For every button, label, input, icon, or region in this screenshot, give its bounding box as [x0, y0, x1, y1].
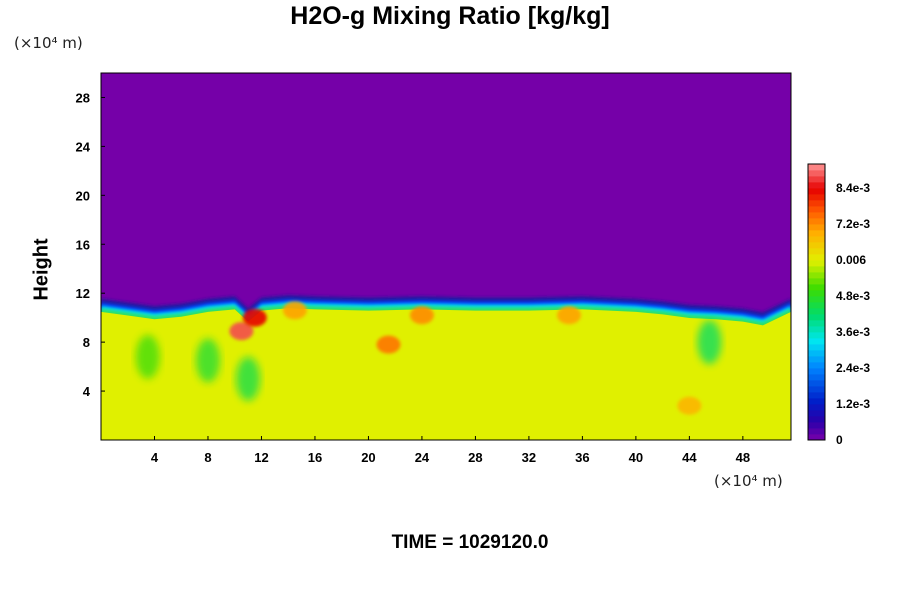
x-axis: 4 8 12 16 20 24 28 32 36 40 44 48: [151, 436, 750, 465]
colorbar-swatch: [808, 302, 825, 309]
colorbar-swatch: [808, 404, 825, 411]
colorbar-swatch: [808, 248, 825, 255]
x-tick-label: 32: [522, 450, 536, 465]
plot-area: [100, 72, 792, 441]
colorbar-tick-label: 2.4e-3: [836, 361, 870, 375]
colorbar-swatch: [808, 296, 825, 303]
colorbar-swatch: [808, 416, 825, 423]
y-tick-label: 4: [83, 384, 91, 399]
y-axis: 4 8 12 16 20 24 28: [76, 90, 105, 399]
colorbar-swatch: [808, 338, 825, 345]
colorbar-swatch: [808, 212, 825, 219]
moist-patch: [376, 335, 401, 354]
time-label: TIME = 1029120.0: [391, 532, 549, 553]
colorbar-swatch: [808, 434, 825, 441]
dry-patch: [195, 338, 220, 383]
colorbar-swatch: [808, 422, 825, 429]
colorbar-swatch: [808, 254, 825, 261]
colorbar-swatch: [808, 428, 825, 435]
colorbar-swatch: [808, 356, 825, 363]
y-tick-label: 24: [76, 139, 91, 154]
colorbar-swatch: [808, 176, 825, 183]
colorbar-swatch: [808, 314, 825, 321]
colorbar-frame: [807, 163, 826, 441]
colorbar-tick-label: 0: [836, 433, 843, 447]
colorbar-swatch: [808, 188, 825, 195]
x-tick-label: 48: [736, 450, 750, 465]
moist-patch: [409, 306, 434, 325]
colorbar-swatch: [808, 194, 825, 201]
dry-patch: [236, 356, 261, 401]
colorbar: 0 1.2e-3 2.4e-3 3.6e-3 4.8e-3 0.006 7.2e-3 8.4e…: [807, 163, 870, 447]
colorbar-swatch: [808, 230, 825, 237]
colorbar-swatch: [808, 272, 825, 279]
plot-frame: [100, 72, 792, 441]
colorbar-swatch: [808, 260, 825, 267]
x-tick-label: 36: [575, 450, 589, 465]
colorbar-swatch: [808, 284, 825, 291]
dry-patch: [697, 320, 722, 365]
moist-patch: [557, 306, 582, 325]
x-tick-label: 24: [415, 450, 430, 465]
colorbar-swatch: [808, 164, 825, 171]
colorbar-swatch: [808, 170, 825, 177]
x-axis-unit: (×10⁴ m): [714, 472, 783, 490]
colorbar-swatch: [808, 200, 825, 207]
colorbar-swatch: [808, 368, 825, 375]
colorbar-swatch: [808, 374, 825, 381]
x-tick-label: 28: [468, 450, 482, 465]
colorbar-swatch: [808, 332, 825, 339]
x-tick-label: 4: [151, 450, 159, 465]
colorbar-tick-label: 0.006: [836, 253, 866, 267]
colorbar-swatch: [808, 206, 825, 213]
x-tick-label: 8: [204, 450, 211, 465]
colorbar-swatch: [808, 290, 825, 297]
moist-patch: [677, 396, 702, 415]
x-tick-label: 44: [682, 450, 697, 465]
y-tick-label: 20: [76, 188, 90, 203]
colorbar-swatch: [808, 386, 825, 393]
colorbar-swatch: [808, 326, 825, 333]
moist-patch: [229, 322, 254, 341]
colorbar-tick-label: 3.6e-3: [836, 325, 870, 339]
colorbar-swatch: [808, 266, 825, 273]
colorbar-swatch: [808, 224, 825, 231]
moist-patch: [282, 301, 307, 320]
dry-patch: [135, 334, 160, 379]
colorbar-tick-label: 4.8e-3: [836, 289, 870, 303]
colorbar-swatch: [808, 236, 825, 243]
colorbar-swatch: [808, 398, 825, 405]
lower-moist-layer: [101, 308, 791, 440]
y-tick-label: 12: [76, 286, 90, 301]
colorbar-swatch: [808, 344, 825, 351]
chart-title: H2O-g Mixing Ratio [kg/kg]: [290, 2, 610, 30]
y-tick-label: 8: [83, 335, 90, 350]
colorbar-swatch: [808, 362, 825, 369]
colorbar-swatch: [808, 308, 825, 315]
y-tick-label: 28: [76, 90, 90, 105]
colorbar-swatch: [808, 410, 825, 417]
colorbar-tick-label: 8.4e-3: [836, 181, 870, 195]
y-tick-label: 16: [76, 237, 90, 252]
colorbar-swatch: [808, 278, 825, 285]
moist-patch: [242, 308, 267, 327]
y-axis-unit: (×10⁴ m): [14, 34, 83, 52]
colorbar-swatch: [808, 392, 825, 399]
colorbar-swatch: [808, 242, 825, 249]
field-layer: [101, 73, 791, 440]
colorbar-swatch: [808, 182, 825, 189]
x-tick-label: 12: [254, 450, 268, 465]
colorbar-tick-label: 1.2e-3: [836, 397, 870, 411]
colorbar-tick-label: 7.2e-3: [836, 217, 870, 231]
colorbar-swatch: [808, 350, 825, 357]
x-tick-label: 20: [361, 450, 375, 465]
colorbar-swatch: [808, 218, 825, 225]
colorbar-swatch: [808, 320, 825, 327]
x-tick-label: 40: [629, 450, 643, 465]
x-tick-label: 16: [308, 450, 322, 465]
colorbar-swatch: [808, 380, 825, 387]
